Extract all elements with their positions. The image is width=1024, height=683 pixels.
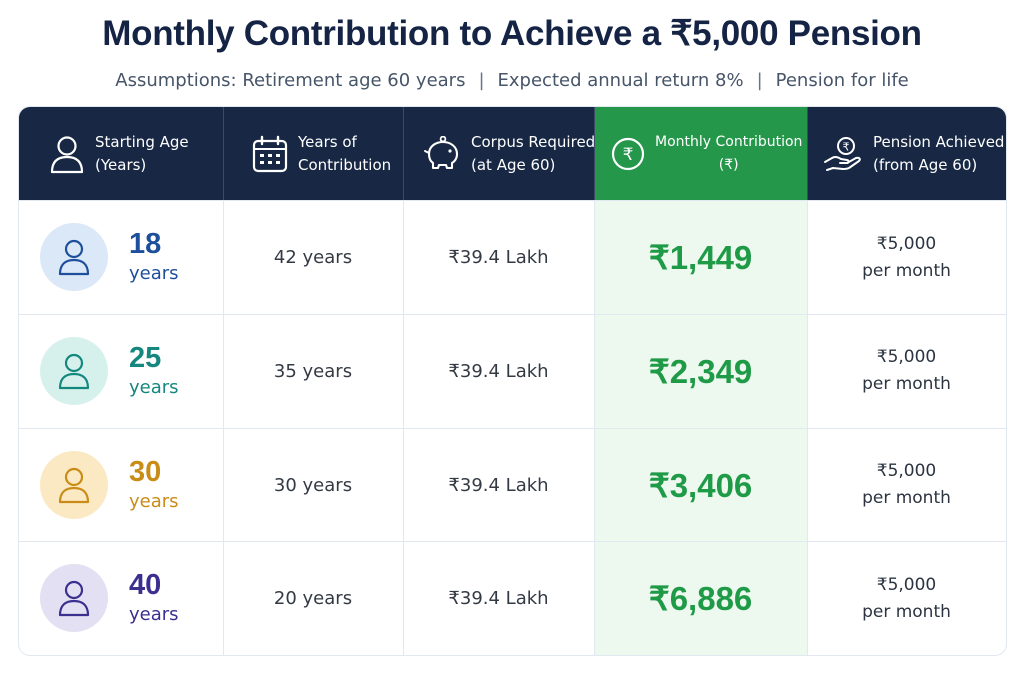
assumption-retirement-age: Assumptions: Retirement age 60 years <box>115 70 466 91</box>
pension-amount: ₹5,000 <box>876 574 937 595</box>
header-label-line1: Starting Age <box>95 132 189 151</box>
pension-amount: ₹5,000 <box>876 461 937 481</box>
starting-age-value: 18 <box>129 228 162 260</box>
avatar <box>40 223 108 291</box>
monthly-contribution-cell: ₹3,406 <box>648 466 753 504</box>
divider <box>223 107 224 200</box>
pension-period: per month <box>862 260 951 281</box>
starting-age-cell: 18 years <box>19 201 223 314</box>
header-label-line2: (Years) <box>95 155 147 174</box>
pension-achieved-cell: ₹5,000 per month <box>807 429 1006 542</box>
monthly-contribution-cell: ₹1,449 <box>648 239 753 276</box>
corpus-required-cell: ₹39.4 Lakh <box>448 247 549 268</box>
divider <box>403 107 404 200</box>
header-monthly-contribution: ₹ Monthly Contribution (₹) <box>611 107 808 200</box>
header-label-line2: (₹) <box>718 156 739 173</box>
header-label-line2: Contribution <box>298 155 392 174</box>
pension-amount: ₹5,000 <box>876 233 937 254</box>
corpus-required-cell: ₹39.4 Lakh <box>448 360 549 382</box>
years-of-contribution-cell: 30 years <box>273 474 353 496</box>
table-header <box>19 107 1006 200</box>
pension-achieved-cell: ₹5,000 per month <box>807 315 1006 428</box>
header-label-line1: Years of <box>298 132 357 151</box>
header-label-line2: (from Age 60) <box>873 155 978 174</box>
starting-age-cell: 25 years <box>19 315 223 428</box>
pension-period: per month <box>862 374 951 395</box>
rupee-coin-icon: ₹ <box>611 137 645 171</box>
pension-period: per month <box>862 488 951 508</box>
starting-age-unit: years <box>129 490 179 512</box>
starting-age-value: 40 <box>129 569 162 602</box>
starting-age-value: 30 <box>129 455 162 488</box>
header-corpus: Corpus Required (at Age 60) <box>423 107 595 200</box>
avatar <box>40 336 108 405</box>
years-of-contribution-cell: 42 years <box>273 247 353 268</box>
header-label-line1: Monthly Contribution <box>655 133 803 150</box>
header-pension: ₹ Pension Achieved (from Age 60) <box>823 107 1006 200</box>
monthly-contribution-cell: ₹6,886 <box>648 580 753 618</box>
monthly-contribution-cell: ₹2,349 <box>648 352 753 390</box>
pension-achieved-cell: ₹5,000 per month <box>807 542 1006 655</box>
corpus-required-cell: ₹39.4 Lakh <box>448 588 549 610</box>
corpus-required-cell: ₹39.4 Lakh <box>448 474 549 496</box>
header-label-line1: Pension Achieved <box>873 132 1005 151</box>
header-starting-age: Starting Age (Years) <box>49 107 223 200</box>
assumptions-line: Assumptions: Retirement age 60 years | Exp… <box>0 70 1024 91</box>
avatar <box>40 564 108 633</box>
starting-age-unit: years <box>129 263 179 284</box>
table-row: 25 years 35 years ₹39.4 Lakh ₹2,349 ₹5,0… <box>19 313 1006 428</box>
piggy-bank-icon <box>423 135 461 172</box>
table-row: 30 years 30 years ₹39.4 Lakh ₹3,406 ₹5,0… <box>19 427 1006 542</box>
years-of-contribution-cell: 20 years <box>273 588 353 610</box>
years-of-contribution-cell: 35 years <box>273 360 353 382</box>
starting-age-cell: 40 years <box>19 542 223 655</box>
pension-amount: ₹5,000 <box>876 347 937 368</box>
header-years: Years of Contribution <box>252 107 422 200</box>
separator: | <box>478 70 485 91</box>
pension-period: per month <box>862 601 951 622</box>
contribution-table: Starting Age (Years) Years of Contribution… <box>18 106 1007 656</box>
separator: | <box>756 70 763 91</box>
table-row: 18 years 42 years ₹39.4 Lakh ₹1,449 ₹5,0… <box>19 200 1006 314</box>
person-icon <box>49 134 85 174</box>
starting-age-unit: years <box>129 376 179 398</box>
divider <box>807 107 808 200</box>
assumption-pension: Pension for life <box>775 70 909 91</box>
assumption-return: Expected annual return 8% <box>497 70 744 91</box>
divider <box>594 107 595 200</box>
starting-age-unit: years <box>129 604 179 626</box>
hand-coin-icon: ₹ <box>823 136 863 172</box>
page-title: Monthly Contribution to Achieve a ₹5,000… <box>102 14 922 53</box>
starting-age-value: 25 <box>129 341 162 374</box>
header-label-line1: Corpus Required <box>471 132 596 151</box>
starting-age-cell: 30 years <box>19 429 223 542</box>
pension-achieved-cell: ₹5,000 per month <box>807 201 1006 314</box>
svg-text:₹: ₹ <box>623 145 634 165</box>
svg-text:₹: ₹ <box>843 140 850 153</box>
highlight-header <box>595 107 808 200</box>
avatar <box>40 450 108 519</box>
calendar-icon <box>252 135 288 173</box>
table-row: 40 years 20 years ₹39.4 Lakh ₹6,886 ₹5,0… <box>19 541 1006 655</box>
header-label-line2: (at Age 60) <box>471 155 556 174</box>
